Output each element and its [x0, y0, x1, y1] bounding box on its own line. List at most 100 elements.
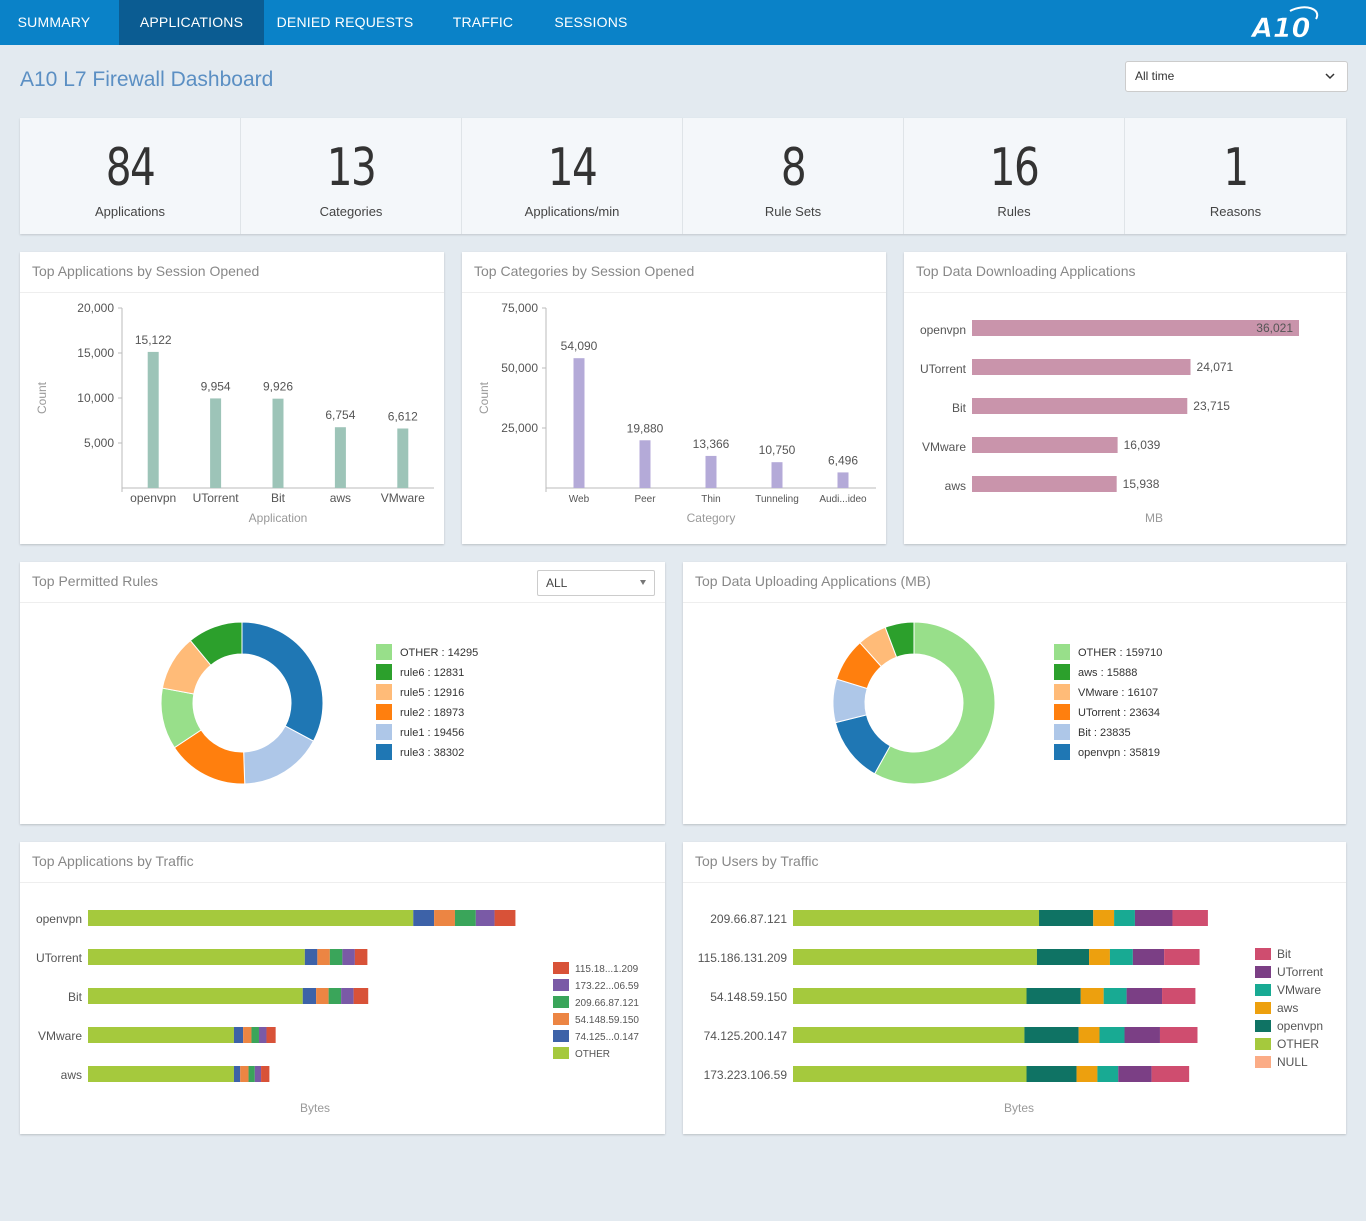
tab-summary[interactable]: SUMMARY	[17, 14, 91, 30]
legend-swatch	[376, 744, 392, 760]
bar	[272, 398, 284, 488]
bar-value-label: 9,954	[201, 379, 231, 393]
kpi-label: Reasons	[1209, 204, 1262, 219]
top-nav: SUMMARY APPLICATIONS DENIED REQUESTS TRA…	[0, 0, 1366, 45]
rule-filter-select[interactable]: ALL	[537, 570, 655, 596]
legend-swatch	[553, 1013, 569, 1025]
kpi-label: Rules	[997, 204, 1031, 219]
tab-denied-requests[interactable]: DENIED REQUESTS	[276, 14, 414, 30]
kpi-label: Categories	[319, 204, 383, 219]
bar-value-label: 15,122	[135, 333, 172, 347]
stack-segment	[1109, 949, 1133, 965]
legend-label: VMware : 16107	[1078, 687, 1158, 699]
kpi-rule-sets: 8 Rule Sets	[683, 118, 904, 234]
stack-segment	[354, 949, 368, 965]
legend-label: aws	[1277, 1001, 1298, 1015]
bar-value-label: 13,366	[693, 437, 730, 451]
stack-segment	[1089, 949, 1110, 965]
tab-traffic[interactable]: TRAFFIC	[452, 14, 514, 30]
kpi-value: 14	[547, 138, 598, 198]
stack-segment	[304, 949, 318, 965]
y-tick-label: UTorrent	[36, 951, 83, 965]
bar	[972, 437, 1118, 453]
apps-by-session-chart: 20,000 15,000 10,000 5,000 15,122 openvpn 9,95…	[35, 301, 434, 525]
y-tick-label: VMware	[922, 440, 966, 454]
stack-segment	[254, 1066, 262, 1082]
apps-by-traffic-chart: openvpn UTorrent Bit VMware aws Bytes 115.18..…	[36, 910, 639, 1115]
stack-segment	[793, 949, 1037, 965]
stack-segment	[1024, 1027, 1079, 1043]
stack-segment	[248, 1066, 255, 1082]
bar	[972, 359, 1191, 375]
legend-swatch	[1255, 966, 1271, 978]
divider	[683, 602, 1346, 603]
x-tick-label: VMware	[381, 491, 425, 505]
bar-value-label: 6,754	[325, 408, 355, 422]
stack-segment	[88, 949, 305, 965]
y-tick-label: Bit	[952, 401, 967, 415]
y-tick-label: 209.66.87.121	[710, 912, 787, 926]
bar-value-label: 6,496	[828, 453, 858, 467]
donut-slice	[884, 621, 915, 658]
x-tick-label: Web	[569, 494, 590, 505]
data-uploading-chart: OTHER : 159710 aws : 15888 VMware : 16107 U…	[832, 621, 1162, 785]
panel-data-uploading: Top Data Uploading Applications (MB) OTH…	[683, 562, 1346, 824]
legend-swatch	[1255, 1038, 1271, 1050]
stack-segment	[1114, 910, 1135, 926]
stack-segment	[1124, 1027, 1160, 1043]
stack-segment	[341, 988, 354, 1004]
kpi-label: Applications/min	[524, 204, 620, 219]
stack-segment	[1093, 910, 1115, 926]
kpi-value: 13	[326, 138, 377, 198]
legend-swatch	[376, 704, 392, 720]
stack-segment	[793, 988, 1027, 1004]
y-tick-label: UTorrent	[920, 362, 967, 376]
y-axis-title: Count	[477, 381, 491, 414]
stack-segment	[434, 910, 455, 926]
legend-label: Bit : 23835	[1078, 727, 1131, 739]
panel-title: Top Applications by Traffic	[32, 853, 194, 869]
y-tick-label: 25,000	[501, 421, 538, 435]
bar	[705, 455, 717, 488]
a10-logo: A10	[1250, 6, 1319, 41]
kpi-row: 84 Applications 13 Categories 14 Applica…	[20, 118, 1346, 234]
stack-segment	[353, 988, 369, 1004]
x-tick-label: Tunneling	[755, 494, 799, 505]
bar-value-label: 54,090	[561, 339, 598, 353]
legend-swatch	[1054, 724, 1070, 740]
x-axis-title: Bytes	[1004, 1101, 1034, 1115]
bar-value-label: 10,750	[759, 443, 796, 457]
stack-segment	[316, 988, 329, 1004]
donut-slice	[241, 621, 324, 742]
stack-segment	[1078, 1027, 1100, 1043]
legend-label: OTHER : 14295	[400, 647, 478, 659]
tab-sessions[interactable]: SESSIONS	[554, 14, 628, 30]
divider	[20, 602, 665, 603]
stack-segment	[88, 910, 414, 926]
tab-applications[interactable]: APPLICATIONS	[119, 0, 264, 45]
divider	[20, 882, 665, 883]
divider	[20, 292, 444, 293]
time-range-select[interactable]: All time	[1125, 61, 1348, 92]
bar-value-label: 15,938	[1123, 477, 1160, 491]
legend-swatch	[1255, 1056, 1271, 1068]
legend-swatch	[376, 684, 392, 700]
y-tick-label: 15,000	[77, 346, 114, 360]
legend-swatch	[1054, 664, 1070, 680]
logo-text: A10	[1250, 13, 1310, 41]
legend-swatch	[376, 724, 392, 740]
stack-segment	[1126, 988, 1163, 1004]
stack-segment	[793, 1066, 1027, 1082]
bar	[837, 472, 849, 488]
stack-segment	[88, 1027, 234, 1043]
bar-value-label: 19,880	[627, 421, 664, 435]
chevron-down-icon	[1325, 73, 1335, 80]
divider	[462, 292, 886, 293]
y-tick-label: 74.125.200.147	[704, 1029, 788, 1043]
legend-label: 173.22...06.59	[575, 981, 639, 992]
stack-segment	[413, 910, 435, 926]
legend-swatch	[1255, 1002, 1271, 1014]
legend-swatch	[1255, 984, 1271, 996]
stack-segment	[251, 1027, 259, 1043]
legend-label: openvpn	[1277, 1019, 1323, 1033]
